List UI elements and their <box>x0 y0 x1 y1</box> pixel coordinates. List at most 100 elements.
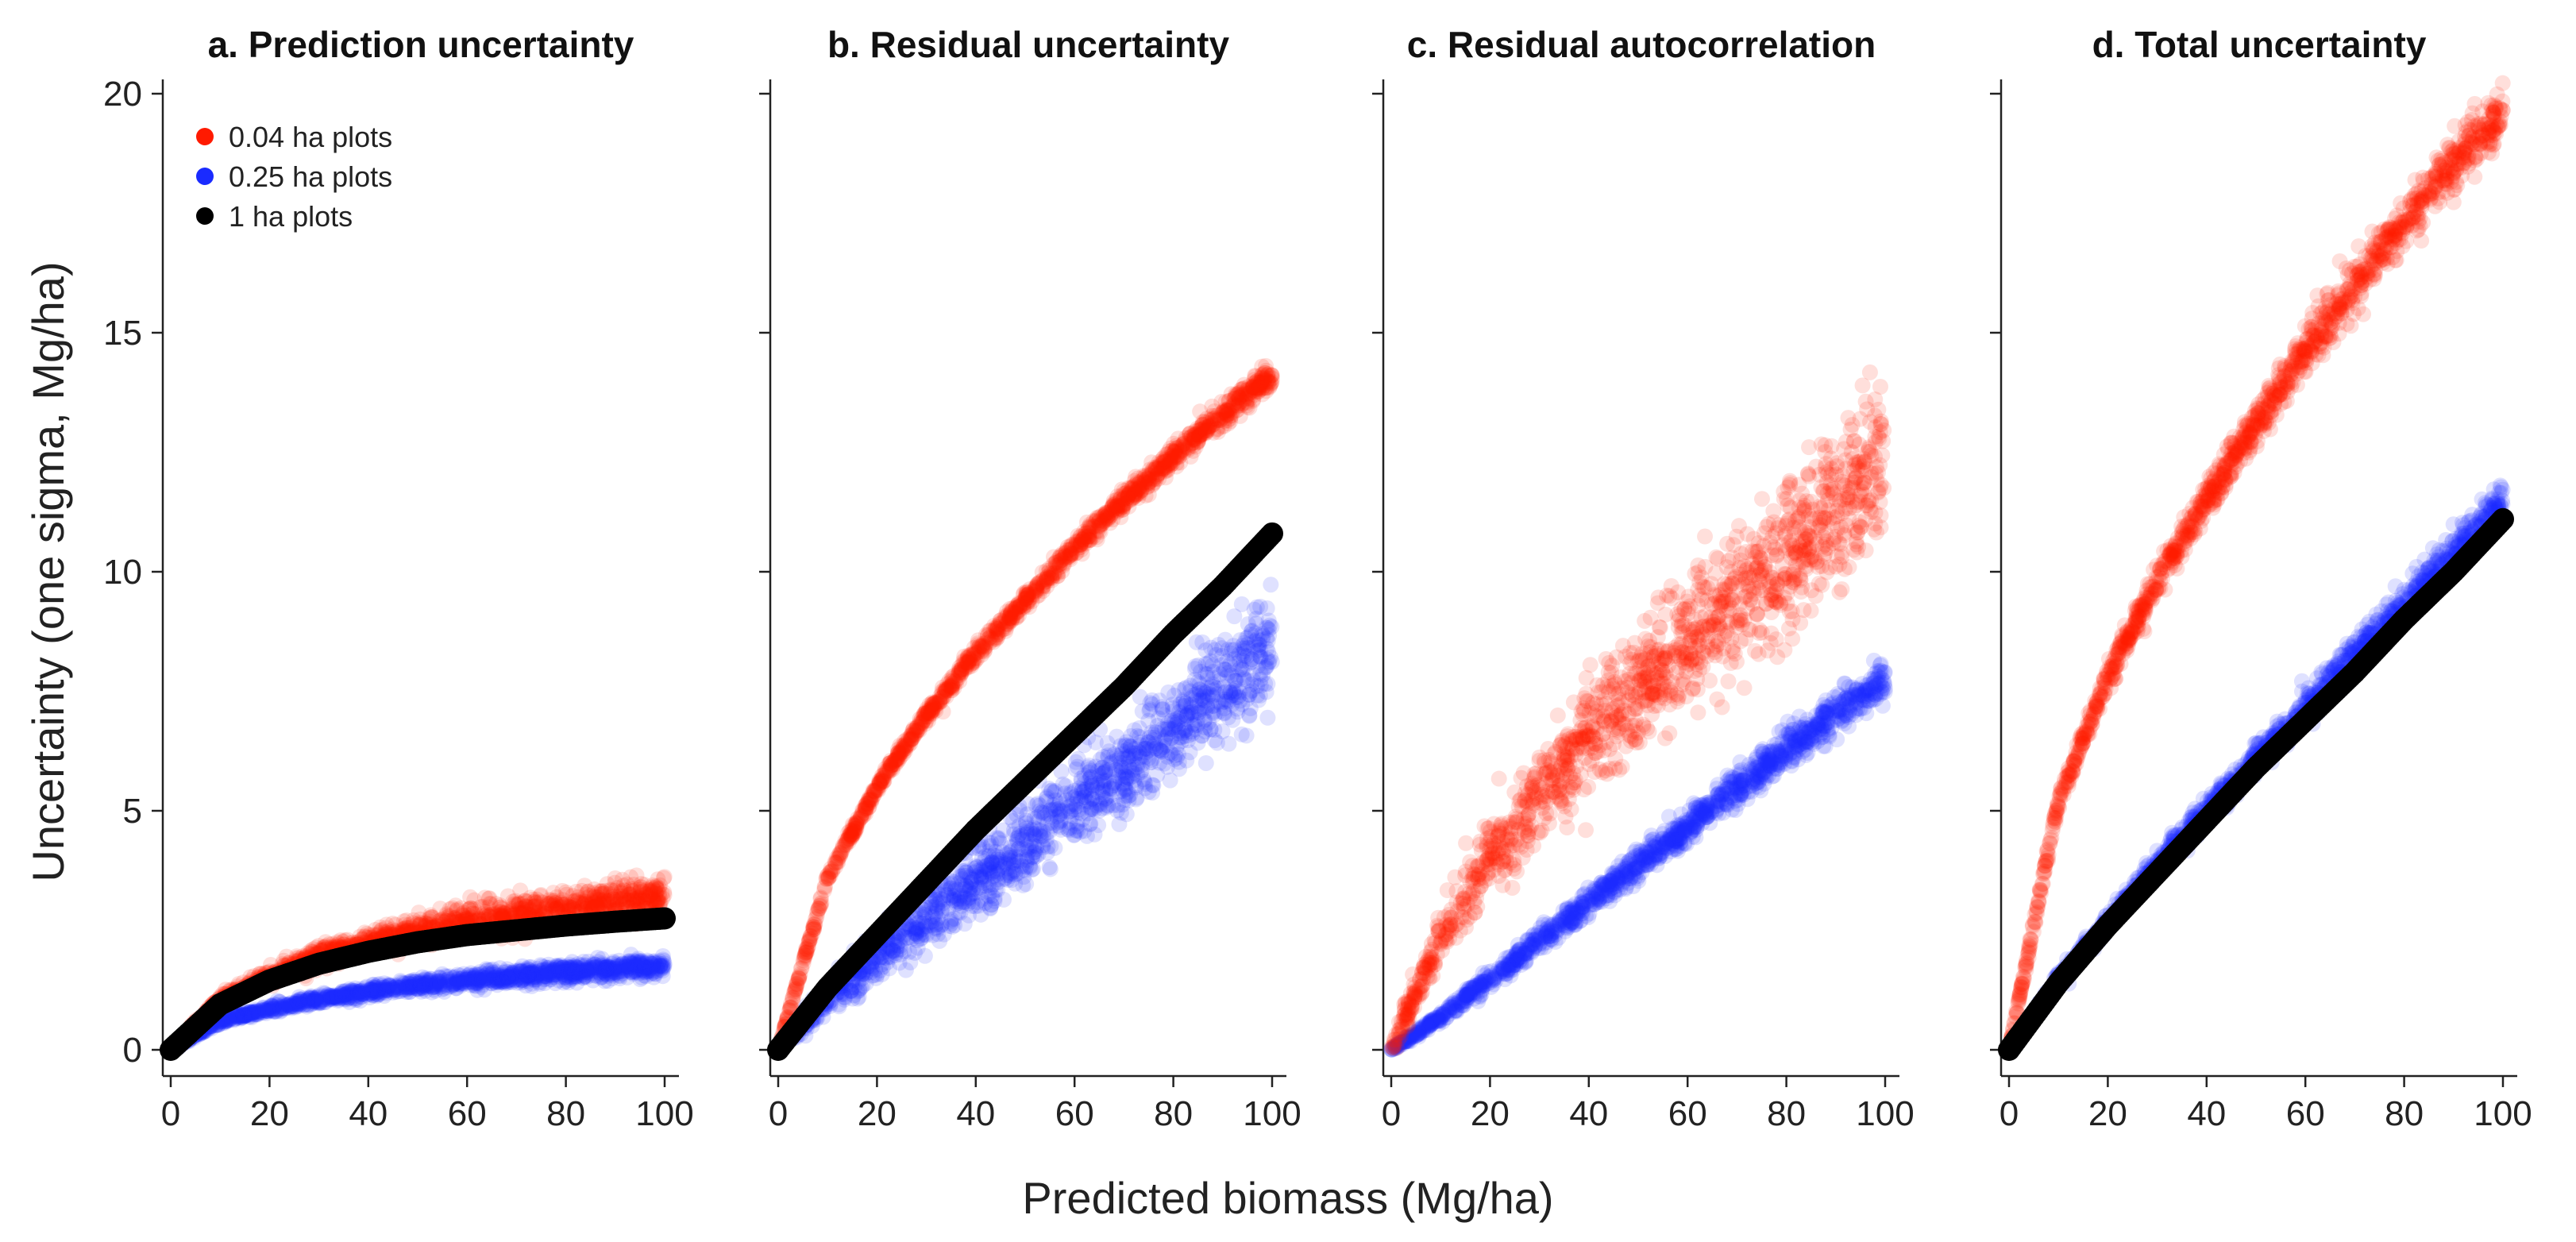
data-point <box>326 989 343 1005</box>
data-point <box>1017 812 1034 829</box>
data-point <box>626 953 642 970</box>
data-point <box>384 984 401 1001</box>
data-point <box>354 986 371 1002</box>
data-point <box>547 962 564 978</box>
data-point <box>566 958 583 974</box>
data-point <box>455 966 472 982</box>
data-point <box>395 975 412 992</box>
data-point <box>378 979 395 996</box>
data-point <box>588 960 604 977</box>
data-point <box>652 957 669 974</box>
data-point <box>655 958 672 975</box>
data-point <box>1225 687 1242 704</box>
data-point <box>318 989 334 1006</box>
data-point <box>643 966 660 982</box>
data-point <box>461 966 477 983</box>
data-point <box>524 967 541 984</box>
data-point <box>245 1005 262 1021</box>
data-point <box>554 966 571 982</box>
data-point <box>1238 727 1255 744</box>
data-point <box>630 951 646 967</box>
x-tick-label: 0 <box>769 1094 788 1133</box>
data-point <box>465 975 482 992</box>
data-point <box>549 958 565 975</box>
data-point <box>927 904 944 920</box>
data-point <box>337 986 354 1002</box>
data-point <box>490 968 507 985</box>
data-point <box>1188 634 1205 650</box>
data-point <box>578 959 595 976</box>
data-point <box>418 972 435 989</box>
data-point <box>367 978 384 995</box>
data-point <box>513 962 530 979</box>
data-point <box>1034 804 1051 820</box>
data-point <box>1245 672 1262 688</box>
data-point <box>378 982 395 999</box>
x-tick-label: 80 <box>546 1094 585 1133</box>
data-point <box>315 985 332 1001</box>
data-point <box>1022 859 1039 876</box>
data-point <box>231 1007 248 1024</box>
data-point <box>372 984 389 1001</box>
data-point <box>336 991 353 1008</box>
data-point <box>1232 659 1249 676</box>
data-point <box>492 970 509 987</box>
data-point <box>417 978 434 994</box>
data-point <box>1039 844 1055 861</box>
data-point <box>423 984 440 1001</box>
data-point <box>599 958 615 975</box>
data-point <box>630 952 646 969</box>
data-point <box>592 885 609 902</box>
x-tick-label: 40 <box>349 1094 388 1133</box>
data-point <box>301 990 318 1007</box>
data-point <box>497 963 514 980</box>
data-point <box>586 956 603 973</box>
x-tick-label: 20 <box>250 1094 289 1133</box>
data-point <box>426 978 443 995</box>
data-point <box>627 956 644 973</box>
data-point <box>370 986 387 1003</box>
data-point <box>438 969 455 986</box>
data-point <box>349 986 366 1003</box>
data-point <box>245 1004 261 1020</box>
data-point <box>367 982 384 999</box>
data-point <box>623 947 639 963</box>
data-point <box>436 976 453 993</box>
data-point <box>1072 824 1089 840</box>
data-point <box>906 944 923 961</box>
data-point <box>618 955 634 972</box>
x-tick-label: 100 <box>635 1094 693 1133</box>
data-point <box>1263 654 1280 670</box>
data-point <box>226 1008 243 1024</box>
data-point <box>656 869 673 885</box>
data-point <box>425 979 442 996</box>
data-point <box>598 960 615 977</box>
data-point <box>506 968 523 985</box>
data-point <box>238 1007 255 1024</box>
data-point <box>1153 742 1170 759</box>
data-point <box>588 967 605 984</box>
data-point <box>1250 692 1267 708</box>
data-point <box>316 994 333 1011</box>
data-point <box>361 989 378 1006</box>
data-point <box>600 958 617 974</box>
data-point <box>237 1005 254 1022</box>
data-point <box>653 957 669 974</box>
data-point <box>599 966 615 983</box>
data-point <box>235 1005 252 1022</box>
data-point <box>470 971 487 988</box>
series-0-25-ha-plots <box>163 947 673 1058</box>
data-point <box>599 958 615 975</box>
data-point <box>419 974 436 991</box>
data-point <box>569 968 585 985</box>
data-point <box>546 964 562 981</box>
data-point <box>654 962 671 979</box>
data-point <box>576 962 592 978</box>
data-point <box>656 955 673 972</box>
data-point <box>374 982 391 998</box>
data-point <box>460 967 476 984</box>
data-point <box>600 973 616 989</box>
data-point <box>577 968 593 985</box>
data-point <box>948 893 965 910</box>
